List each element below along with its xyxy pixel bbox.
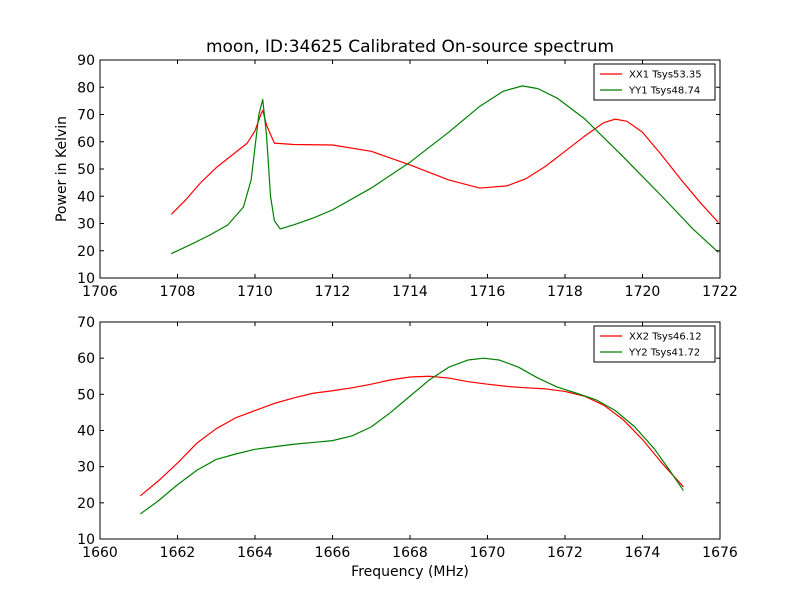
x-tick-label-2-0: 1660 [82, 545, 118, 561]
y-tick-label-1-4: 50 [77, 162, 95, 178]
x-tick-label-1-2: 1710 [237, 284, 273, 300]
series-line-1-1 [171, 109, 719, 223]
x-tick-label-1-7: 1720 [625, 284, 661, 300]
x-tick-label-1-5: 1716 [470, 284, 506, 300]
series-line-2-2 [140, 357, 684, 515]
chart-title-1: moon, ID:34625 Calibrated On-source spec… [206, 37, 614, 57]
y-tick-label-2-5: 60 [77, 351, 95, 367]
x-tick-label-2-6: 1672 [547, 545, 583, 561]
x-tick-label-2-4: 1668 [392, 545, 428, 561]
chart-panel-1: 1706 1708 1710 1712 1714 1716 1718 1720 1722 10 20… [54, 37, 738, 300]
y-tick-label-2-2: 30 [77, 460, 95, 476]
x-tick-label-1-3: 1712 [315, 284, 351, 300]
y-tick-label-1-6: 70 [77, 108, 95, 124]
legend-2: XX2 Tsys46.12 YY2 Tsys41.72 [593, 325, 716, 363]
y-tick-label-1-2: 30 [77, 217, 95, 233]
y-tick-label-2-0: 10 [77, 532, 95, 548]
y-tick-label-2-6: 70 [77, 315, 95, 331]
charts-root: 1706 1708 1710 1712 1714 1716 1718 1720 1722 10 20… [54, 37, 738, 580]
legend-label-1-2: YY1 Tsys48.74 [628, 86, 700, 97]
x-tick-label-2-2: 1664 [237, 545, 273, 561]
x-tick-label-1-8: 1722 [702, 284, 738, 300]
x-tick-label-2-8: 1676 [702, 545, 738, 561]
legend-label-2-2: YY2 Tsys41.72 [628, 348, 700, 359]
x-tick-label-1-6: 1718 [547, 284, 583, 300]
y-axis-label-1: Power in Kelvin [54, 116, 70, 222]
x-tick-label-2-7: 1674 [625, 545, 661, 561]
y-tick-label-2-4: 50 [77, 387, 95, 403]
y-tick-label-1-0: 10 [77, 271, 95, 287]
x-tick-label-2-3: 1666 [315, 545, 351, 561]
legend-box-2 [593, 325, 716, 363]
y-tick-label-2-3: 40 [77, 424, 95, 440]
series-line-1-2 [171, 85, 719, 255]
x-tick-label-1-4: 1714 [392, 284, 428, 300]
y-tick-label-1-5: 60 [77, 135, 95, 151]
legend-label-1-1: XX1 Tsys53.35 [629, 70, 702, 81]
x-axis-label-2: Frequency (MHz) [351, 564, 469, 580]
x-tick-label-1-0: 1706 [82, 284, 118, 300]
y-tick-label-1-3: 40 [77, 189, 95, 205]
y-tick-label-2-1: 20 [77, 496, 95, 512]
x-tick-label-2-5: 1670 [470, 545, 506, 561]
legend-label-2-1: XX2 Tsys46.12 [629, 332, 702, 343]
chart-panel-2: 1660 1662 1664 1666 1668 1670 1672 1674 1676 10 20… [77, 315, 738, 580]
y-tick-label-1-8: 90 [77, 53, 95, 69]
x-tick-label-1-1: 1708 [160, 284, 196, 300]
legend-box-1 [593, 63, 716, 101]
legend-1: XX1 Tsys53.35 YY1 Tsys48.74 [593, 63, 716, 101]
series-line-2-1 [140, 375, 684, 497]
y-tick-label-1-7: 80 [77, 80, 95, 96]
y-tick-label-1-1: 20 [77, 244, 95, 260]
x-tick-label-2-1: 1662 [160, 545, 196, 561]
